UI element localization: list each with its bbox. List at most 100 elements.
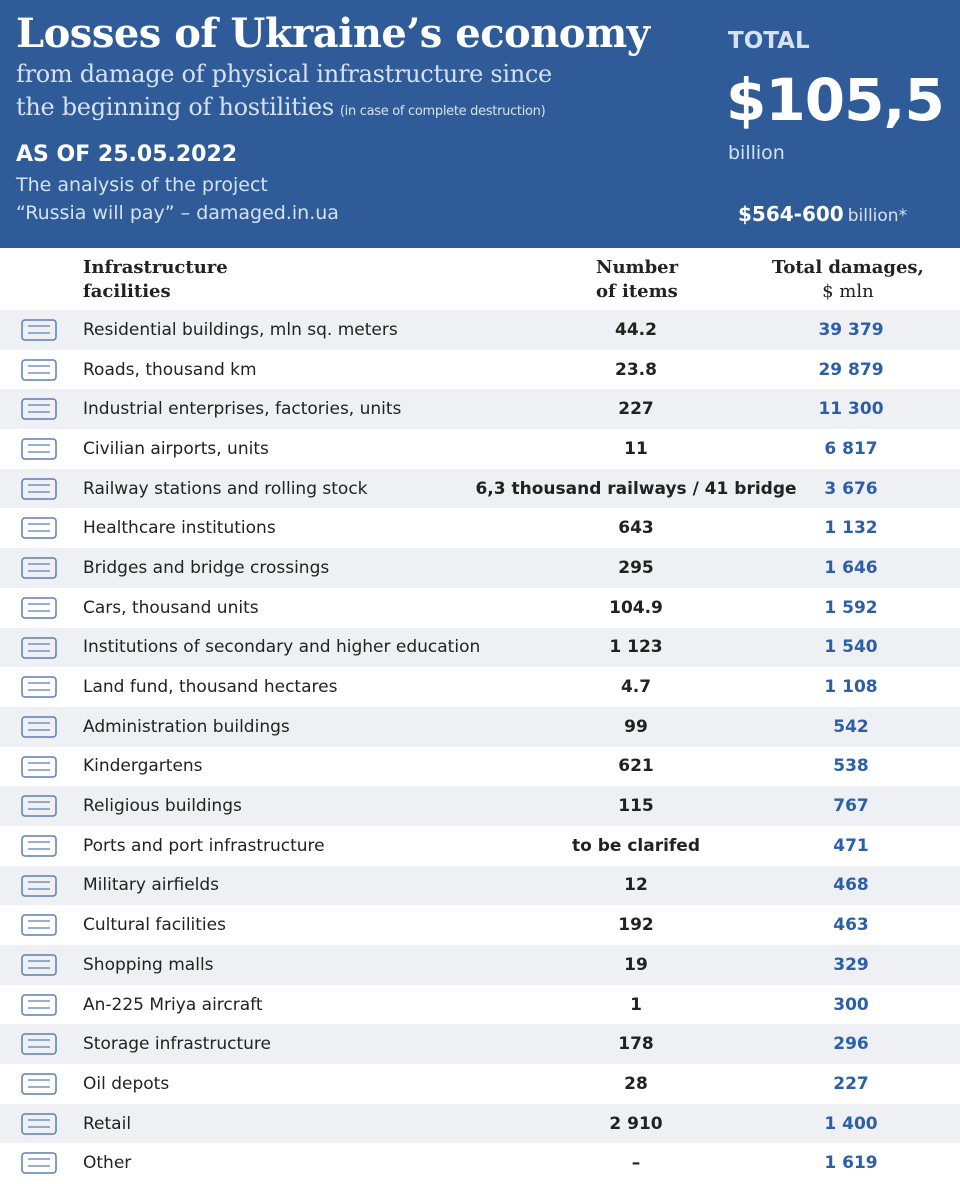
total-unit: billion (728, 142, 785, 164)
damage-value: 1 646 (824, 557, 878, 578)
row-label: Residential buildings, mln sq. meters (83, 319, 398, 340)
table-row: Bridges and bridge crossings 295 1 646 (0, 548, 960, 588)
item-count: 2 910 (609, 1113, 663, 1134)
item-count: 6,3 thousand railways / 41 bridge (475, 478, 797, 499)
table-row: Residential buildings, mln sq. meters 44.… (0, 310, 960, 350)
damage-value: 468 (833, 875, 869, 896)
icon (21, 914, 57, 937)
header-line: $ mln (822, 281, 874, 302)
item-count: – (631, 1153, 641, 1174)
table-row: Railway stations and rolling stock 6,3 th… (0, 468, 960, 509)
icon (21, 716, 57, 738)
damage-value: 6 817 (824, 438, 878, 459)
icon (21, 1152, 57, 1175)
row-label: Other (83, 1153, 132, 1174)
header-line: facilities (83, 281, 171, 302)
damage-value: 329 (833, 954, 869, 975)
row-label: Cars, thousand units (83, 597, 259, 618)
icon (21, 676, 57, 698)
damage-value: 538 (833, 756, 869, 777)
column-header: Total damages, $ mln (772, 256, 924, 304)
source: The analysis of the project (16, 174, 268, 196)
damage-value: 227 (833, 1073, 869, 1094)
icon (21, 398, 57, 421)
table-row: Cultural facilities 192 463 (0, 905, 960, 945)
table-row: Institutions of secondary and higher edu… (0, 627, 960, 668)
item-count: 28 (624, 1073, 648, 1094)
row-label: Institutions of secondary and higher edu… (83, 637, 481, 658)
damage-value: 39 379 (818, 319, 884, 340)
table-row: Administration buildings 99 542 (0, 706, 960, 747)
table-header: Infrastructure facilities Number of items … (0, 248, 960, 310)
damage-value: 1 592 (824, 597, 878, 618)
item-count: 44.2 (615, 319, 657, 340)
damage-value: 1 108 (824, 677, 878, 698)
table-row: Other – 1 619 (0, 1143, 960, 1183)
item-count: 11 (624, 438, 648, 459)
row-label: Industrial enterprises, factories, units (83, 399, 402, 420)
item-count: 19 (624, 954, 648, 975)
row-label: Shopping malls (83, 954, 214, 975)
table-body: Residential buildings, mln sq. meters 44.… (0, 310, 960, 1183)
date: AS OF 25.05.2022 (16, 142, 238, 167)
icon (21, 438, 57, 460)
row-label: Roads, thousand km (83, 359, 257, 380)
icon (21, 597, 57, 619)
row-label: Oil depots (83, 1073, 170, 1094)
table-row: Healthcare institutions 643 1 132 (0, 508, 960, 548)
header-line: Total damages, (772, 257, 924, 278)
damage-value: 3 676 (824, 478, 878, 499)
item-count: 643 (618, 518, 654, 539)
row-label: Cultural facilities (83, 915, 226, 936)
item-count: 178 (618, 1034, 654, 1055)
item-count: 1 123 (609, 637, 663, 658)
row-label: Bridges and bridge crossings (83, 557, 330, 578)
header-line: of items (596, 281, 678, 302)
icon (21, 1073, 57, 1095)
damage-value: 300 (833, 994, 869, 1015)
row-label: Land fund, thousand hectares (83, 677, 338, 698)
item-count: 115 (618, 796, 654, 817)
range: $564-600 billion* (738, 202, 907, 226)
item-count: 621 (618, 756, 654, 777)
total-value: $105,5 (726, 66, 945, 134)
row-label: Storage infrastructure (83, 1034, 271, 1055)
icon (21, 517, 57, 540)
row-label: Retail (83, 1113, 132, 1134)
icon (21, 954, 57, 976)
item-count: 23.8 (615, 359, 657, 380)
header-line: Infrastructure (83, 257, 228, 278)
damage-value: 471 (833, 835, 869, 856)
icon (21, 1033, 57, 1056)
item-count: 104.9 (609, 597, 663, 618)
table-row: Storage infrastructure 178 296 (0, 1024, 960, 1065)
table-row: Shopping malls 19 329 (0, 945, 960, 985)
damage-value: 1 540 (824, 637, 878, 658)
range-unit: billion* (847, 206, 908, 226)
total-label: TOTAL (728, 28, 810, 54)
row-label: Railway stations and rolling stock (83, 478, 368, 499)
header: Losses of Ukraine’s economy from damage … (0, 0, 960, 248)
icon (21, 874, 57, 897)
table-row: Cars, thousand units 104.9 1 592 (0, 588, 960, 628)
table-row: Industrial enterprises, factories, units… (0, 389, 960, 430)
icon (21, 319, 57, 341)
item-count: 12 (624, 875, 648, 896)
subtitle: from damage of physical infrastructure s… (16, 60, 552, 88)
title: Losses of Ukraine’s economy (16, 10, 650, 57)
note: (in case of complete destruction) (339, 104, 546, 119)
table-row: Religious buildings 115 767 (0, 786, 960, 826)
row-label: Healthcare institutions (83, 518, 276, 539)
row-label: Kindergartens (83, 756, 203, 777)
row-label: Religious buildings (83, 796, 242, 817)
icon (21, 636, 57, 659)
damage-value: 11 300 (818, 399, 884, 420)
icon (21, 478, 57, 500)
damage-value: 767 (833, 796, 869, 817)
table-row: Kindergartens 621 538 (0, 747, 960, 787)
column-header: Infrastructure facilities (83, 256, 228, 304)
row-label: An-225 Mriya aircraft (83, 994, 263, 1015)
table-row: Military airfields 12 468 (0, 865, 960, 906)
item-count: 1 (630, 994, 642, 1015)
